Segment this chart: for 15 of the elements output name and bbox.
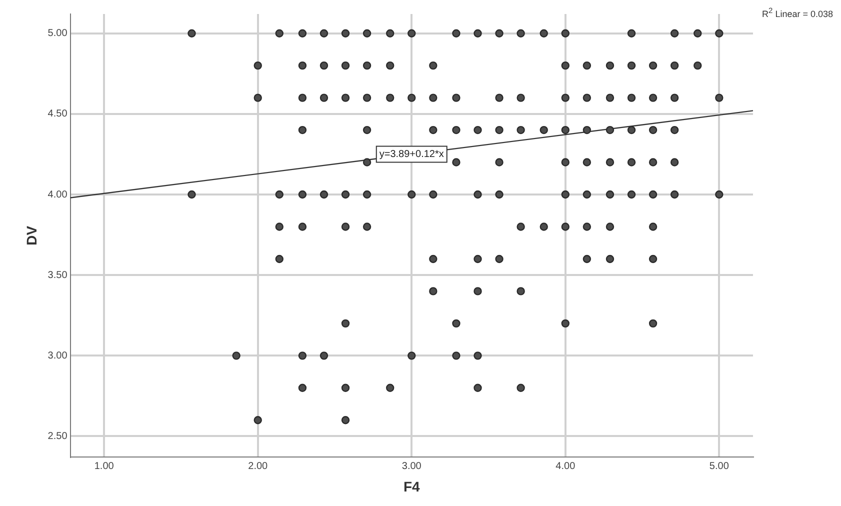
x-tick-label: 1.00 <box>94 460 114 472</box>
y-tick-label: 2.50 <box>48 431 68 442</box>
x-tick-label: 4.00 <box>556 460 576 472</box>
y-tick-label: 4.50 <box>48 108 68 120</box>
x-tick-label: 2.00 <box>248 460 268 472</box>
y-tick-label: 4.00 <box>48 189 68 200</box>
y-tick-label: 5.00 <box>48 28 68 40</box>
x-axis-title: F4 <box>403 478 420 494</box>
annotation: y=3.89+0.12*x <box>379 148 444 160</box>
x-tick-label: 3.00 <box>402 460 422 472</box>
x-tick-label: 5.00 <box>709 460 730 472</box>
y-axis-title: DV <box>23 225 40 246</box>
y-tick-label: 3.00 <box>48 350 68 362</box>
y-tick-label: 3.50 <box>48 270 68 281</box>
text: R$^{2}$ Linear = 0.038 <box>762 6 833 19</box>
